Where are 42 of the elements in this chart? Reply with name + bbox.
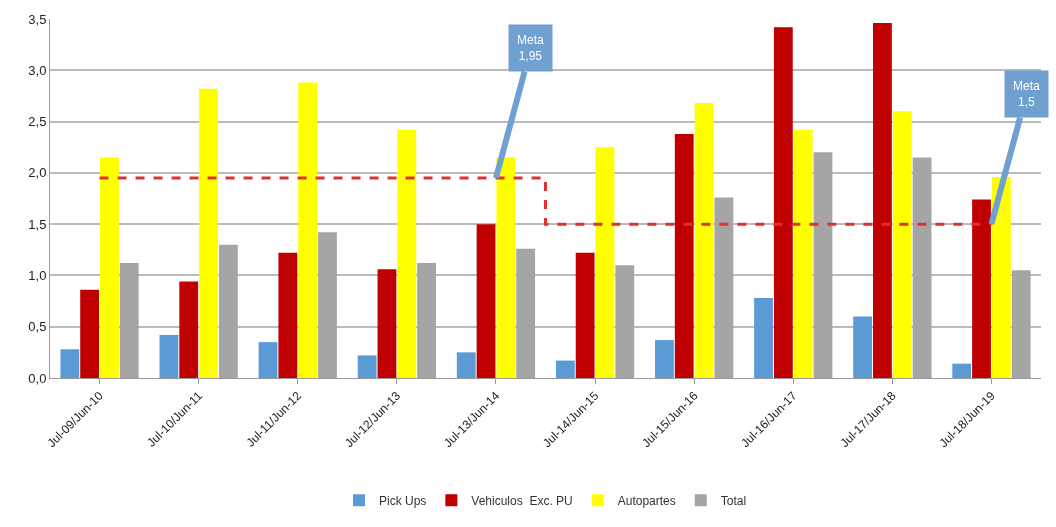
bar <box>754 297 773 378</box>
bar <box>793 129 813 378</box>
y-tick-label: 3,5 <box>28 11 47 27</box>
y-tick-label: 3,0 <box>28 62 47 78</box>
bar <box>892 111 912 378</box>
bar <box>100 157 119 378</box>
bar <box>853 316 873 378</box>
bar <box>179 281 199 378</box>
y-tick-label: 2,5 <box>28 114 47 130</box>
bar <box>199 88 218 378</box>
bar <box>377 269 397 378</box>
bar <box>674 133 694 378</box>
bar <box>952 363 972 378</box>
bar <box>456 352 476 378</box>
bar <box>972 199 991 378</box>
y-tick-label: 1,5 <box>28 216 47 232</box>
bar <box>476 224 496 378</box>
bar <box>298 82 318 378</box>
bar <box>60 349 80 378</box>
legend-label: Vehiculos Exc. PU <box>471 493 573 508</box>
bar <box>80 289 100 378</box>
bar <box>595 147 615 378</box>
bar <box>773 27 793 378</box>
bar <box>258 342 278 378</box>
legend-label: Autopartes <box>617 493 676 508</box>
bar <box>159 334 179 378</box>
bar <box>694 103 714 378</box>
y-tick-label: 0,0 <box>28 370 47 386</box>
legend-label: Pick Ups <box>379 493 427 508</box>
y-tick-label: 1,0 <box>28 267 47 283</box>
bar <box>575 252 595 378</box>
bar <box>397 129 417 378</box>
bar <box>555 360 575 378</box>
bar <box>655 340 674 378</box>
bar <box>278 252 298 378</box>
bar <box>357 355 377 378</box>
bar <box>873 23 892 378</box>
y-tick-label: 2,0 <box>28 165 47 181</box>
annotation: Meta 1,5 <box>1013 79 1040 109</box>
y-tick-label: 0,5 <box>28 319 47 335</box>
legend-label: Total <box>720 493 747 508</box>
annotation: Meta 1,95 <box>517 33 544 63</box>
